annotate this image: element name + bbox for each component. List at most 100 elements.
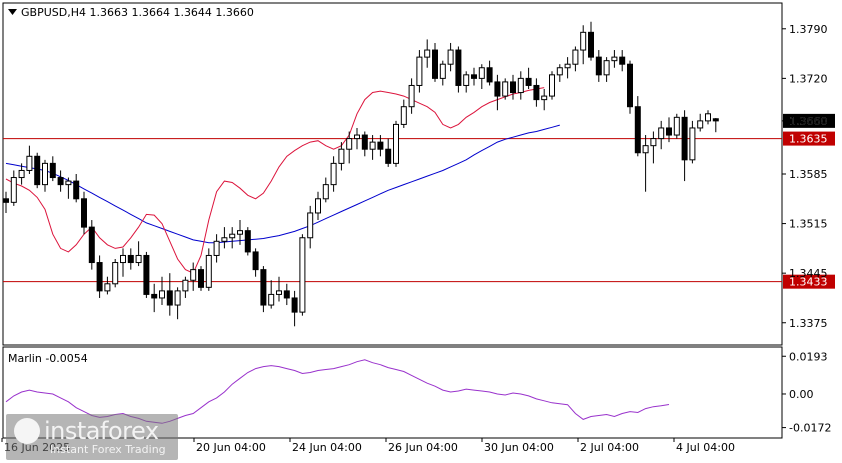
candle-body [221, 237, 228, 242]
moving-averages [5, 87, 560, 274]
candle-body [619, 56, 626, 65]
candle-body [268, 293, 275, 306]
dropdown-triangle-icon[interactable] [8, 9, 17, 15]
candle-body [432, 49, 438, 79]
level-tag [783, 131, 835, 146]
candle-body [377, 141, 384, 150]
watermark: instaforex Instant Forex Trading [6, 414, 178, 460]
price-tick-label: 1.3720 [789, 72, 828, 85]
candle-body [689, 127, 696, 161]
candle-body [65, 180, 72, 186]
candle-body [463, 74, 470, 86]
candle-body [510, 81, 516, 94]
price-tick-label: 1.3375 [789, 317, 828, 330]
candle-body [104, 283, 111, 292]
candle-body [198, 269, 204, 288]
candle-body [88, 226, 95, 264]
candle-body [603, 60, 610, 76]
candle-body [533, 84, 540, 101]
candle-body [502, 81, 509, 97]
price-tick-label: 1.3515 [789, 218, 828, 231]
time-tick-label: 26 Jun 04:00 [388, 441, 458, 454]
candle-body [595, 56, 602, 76]
candle-body [42, 162, 48, 186]
candle-body [400, 106, 407, 125]
candle-body [151, 293, 158, 299]
candle-body [244, 230, 251, 253]
candle-body [174, 290, 181, 306]
candle-body [112, 262, 119, 285]
candle-body [81, 198, 87, 228]
fast-ma-line [5, 87, 545, 274]
candle-body [580, 31, 587, 51]
candle-body [237, 230, 243, 235]
candle-body [34, 155, 41, 186]
candles [3, 21, 719, 327]
price-tick-label: 1.3445 [789, 267, 828, 280]
level-tag-label: 1.3635 [789, 133, 828, 146]
candle-body [666, 127, 672, 136]
candle-body [634, 106, 641, 154]
candle-body [705, 113, 711, 122]
price-tick-label: 1.3660 [789, 115, 828, 128]
candle-body [330, 162, 337, 186]
osc-tick-label: -0.0172 [789, 422, 831, 435]
candle-body [283, 290, 290, 299]
candle-body [276, 290, 282, 295]
candle-body [10, 177, 17, 203]
candle-body [658, 127, 665, 140]
candle-body [541, 95, 548, 101]
candle-body [455, 49, 462, 86]
candle-body [315, 198, 321, 214]
candle-body [385, 148, 392, 164]
candle-body [627, 63, 633, 108]
candle-body [166, 290, 173, 306]
candle-body [642, 145, 649, 154]
candle-body [564, 63, 571, 69]
candle-body [549, 74, 555, 97]
time-tick-label: 20 Jun 04:00 [196, 441, 266, 454]
candle-body [439, 63, 446, 79]
candle-body [572, 49, 579, 65]
candle-body [127, 254, 134, 264]
candle-body [322, 184, 329, 200]
osc-tick-label: 0.0193 [789, 350, 828, 363]
candle-body [120, 254, 126, 264]
candle-body [252, 251, 259, 271]
candle-body [190, 269, 197, 281]
price-tick-label: 1.3585 [789, 168, 828, 181]
price-pane [2, 2, 783, 346]
candle-body [229, 233, 236, 239]
time-tick-label: 2 Jul 04:00 [580, 441, 639, 454]
osc-tick-label: 0.00 [789, 388, 814, 401]
candle-body [517, 77, 524, 94]
candle-body [49, 162, 56, 179]
candle-body [471, 74, 477, 79]
candle-body [354, 134, 360, 140]
price-tick-label: 1.3790 [789, 23, 828, 36]
candle-body [712, 118, 719, 122]
last-price-label: 1.3660 [789, 115, 828, 128]
candle-body [96, 262, 103, 292]
candle-body [588, 31, 594, 58]
candle-body [556, 67, 563, 76]
time-tick-label: 4 Jul 04:00 [676, 441, 735, 454]
candle-body [447, 49, 454, 65]
indicator-label: Marlin -0.0054 [8, 352, 88, 365]
last-price-tag [783, 113, 835, 128]
candle-body [26, 155, 33, 171]
instaforex-logo-icon [14, 418, 40, 444]
candle-body [525, 77, 532, 86]
candle-body [486, 67, 493, 83]
candle-body [681, 116, 688, 161]
candle-body [143, 254, 150, 295]
candle-body [494, 81, 501, 97]
candle-body [408, 84, 415, 108]
candle-body [611, 56, 618, 62]
watermark-brand: instaforex [44, 417, 159, 445]
candle-body [73, 180, 80, 200]
candle-body [478, 67, 485, 79]
candle-body [18, 169, 25, 179]
